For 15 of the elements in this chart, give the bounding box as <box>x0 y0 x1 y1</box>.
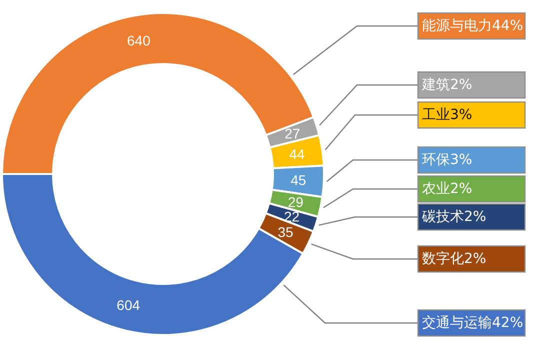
slice-label: 建筑2% <box>421 77 472 93</box>
data-label: 640 <box>127 32 151 49</box>
data-label: 604 <box>116 296 140 313</box>
slice-label: 工业3% <box>422 107 472 123</box>
slice-label: 交通与运输42% <box>422 315 524 331</box>
data-label: 44 <box>289 146 306 162</box>
slice-label: 数字化2% <box>422 251 486 267</box>
data-label: 29 <box>288 194 304 210</box>
slice-label: 农业2% <box>422 181 472 197</box>
data-label: 45 <box>290 172 306 188</box>
slice-label: 能源与电力44% <box>422 18 524 34</box>
data-label: 27 <box>284 126 300 142</box>
data-label: 35 <box>278 224 294 240</box>
slice-label: 环保3% <box>422 152 472 168</box>
slice-label: 碳技术2% <box>421 209 486 225</box>
